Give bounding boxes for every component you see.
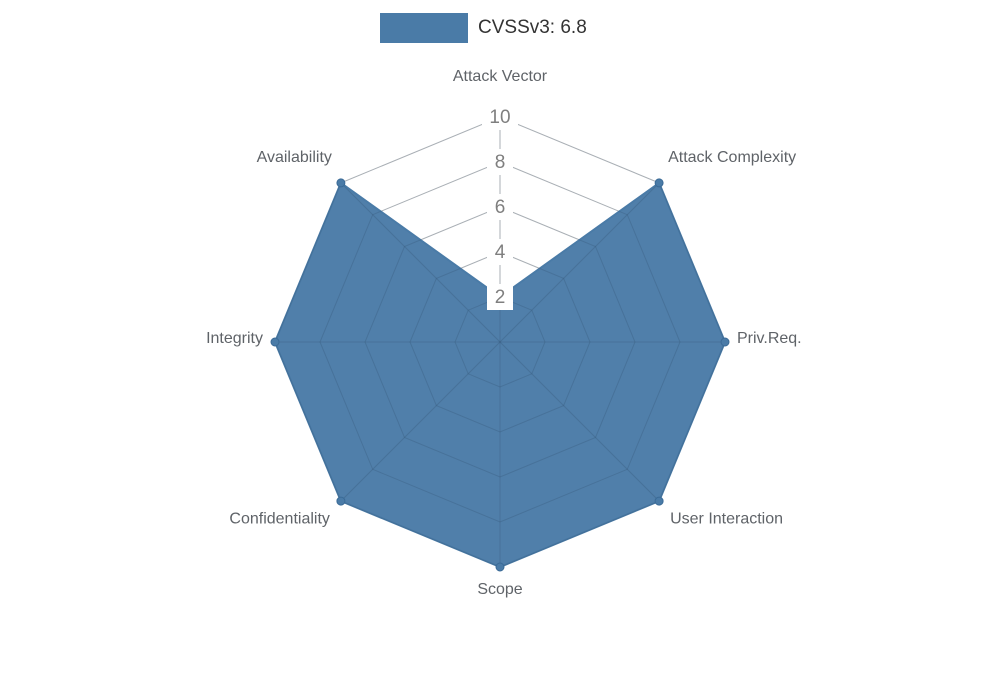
category-label: Attack Complexity bbox=[668, 149, 796, 166]
vertex-marker bbox=[336, 496, 346, 506]
vertex-marker bbox=[654, 496, 664, 506]
radar-spoke-overlay bbox=[499, 182, 660, 343]
radial-tick: 8 bbox=[487, 149, 513, 175]
legend[interactable]: CVSSv3: 6.8 bbox=[380, 13, 587, 43]
category-label: Scope bbox=[477, 581, 522, 598]
vertex-marker bbox=[270, 337, 280, 347]
radar-ring-overlay bbox=[319, 161, 681, 523]
vertex-marker bbox=[336, 178, 346, 188]
radial-tick: 6 bbox=[487, 194, 513, 220]
category-label: User Interaction bbox=[670, 510, 783, 527]
vertex-marker bbox=[495, 562, 505, 572]
radar-ring-overlay bbox=[409, 251, 591, 433]
svg-text:4: 4 bbox=[495, 242, 506, 263]
category-label: Availability bbox=[257, 149, 332, 166]
category-label: Confidentiality bbox=[229, 510, 330, 527]
radial-tick: 2 bbox=[487, 284, 513, 310]
radar-spoke-overlay bbox=[499, 341, 660, 502]
radar-spoke-overlay bbox=[340, 341, 501, 502]
legend-swatch bbox=[380, 13, 468, 43]
radar-ring-overlay bbox=[364, 206, 636, 478]
radar-spoke-overlay bbox=[340, 182, 501, 343]
svg-text:6: 6 bbox=[495, 197, 506, 218]
category-label: Priv.Req. bbox=[737, 330, 802, 347]
radial-tick: 10 bbox=[482, 104, 518, 130]
svg-text:8: 8 bbox=[495, 152, 506, 173]
category-label: Integrity bbox=[206, 330, 263, 347]
radar-ring-overlay bbox=[454, 296, 546, 388]
svg-text:10: 10 bbox=[489, 107, 510, 128]
legend-label: CVSSv3: 6.8 bbox=[478, 17, 587, 38]
svg-text:2: 2 bbox=[495, 287, 506, 308]
vertex-marker bbox=[654, 178, 664, 188]
radial-tick: 4 bbox=[487, 239, 513, 265]
category-label: Attack Vector bbox=[453, 68, 548, 85]
vertex-marker bbox=[720, 337, 730, 347]
